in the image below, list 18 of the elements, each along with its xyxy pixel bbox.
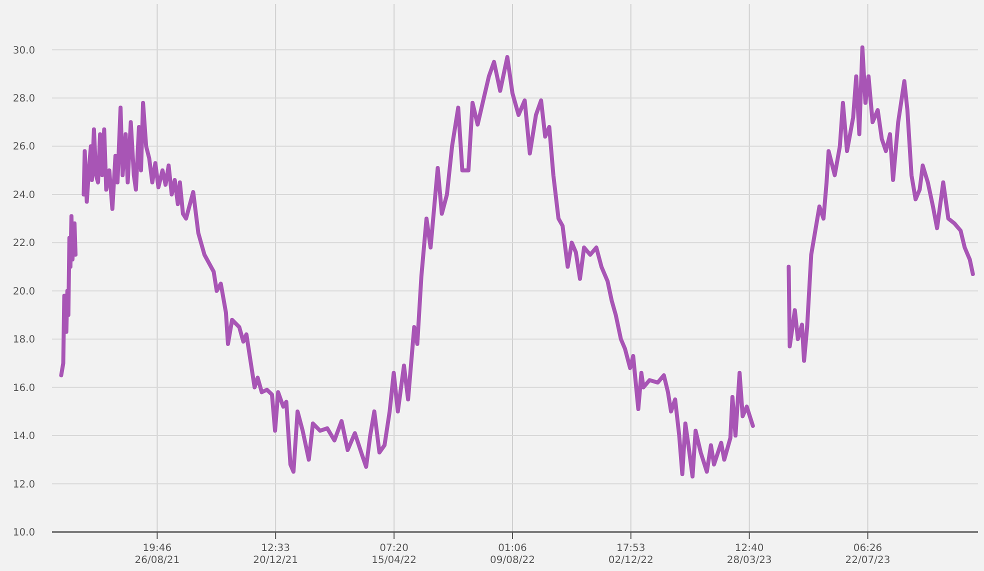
- x-tick-label: 06:26 22/07/23: [845, 543, 890, 566]
- y-tick-label: 16.0: [12, 382, 36, 394]
- y-tick-label: 10.0: [12, 528, 36, 538]
- y-tick-label: 24.0: [12, 190, 36, 201]
- x-tick-label: 17:53 02/12/22: [608, 543, 654, 566]
- y-tick-label: 30.0: [12, 45, 36, 56]
- x-tick-label: 01:06 09/08/22: [490, 543, 535, 566]
- y-tick-label: 26.0: [12, 142, 36, 153]
- y-tick-label: 22.0: [12, 238, 36, 250]
- x-tick-label: 19:46 26/08/21: [134, 543, 180, 566]
- y-tick-label: 18.0: [12, 334, 36, 346]
- y-tick-label: 28.0: [12, 94, 36, 105]
- x-tick-label: 12:33 20/12/21: [253, 543, 298, 566]
- y-tick-label: 20.0: [12, 286, 36, 298]
- y-tick-label: 12.0: [12, 479, 36, 490]
- y-tick-label: 14.0: [12, 431, 36, 442]
- x-tick-label: 07:20 15/04/22: [372, 543, 417, 566]
- x-tick-label: 12:40 28/03/23: [726, 543, 772, 566]
